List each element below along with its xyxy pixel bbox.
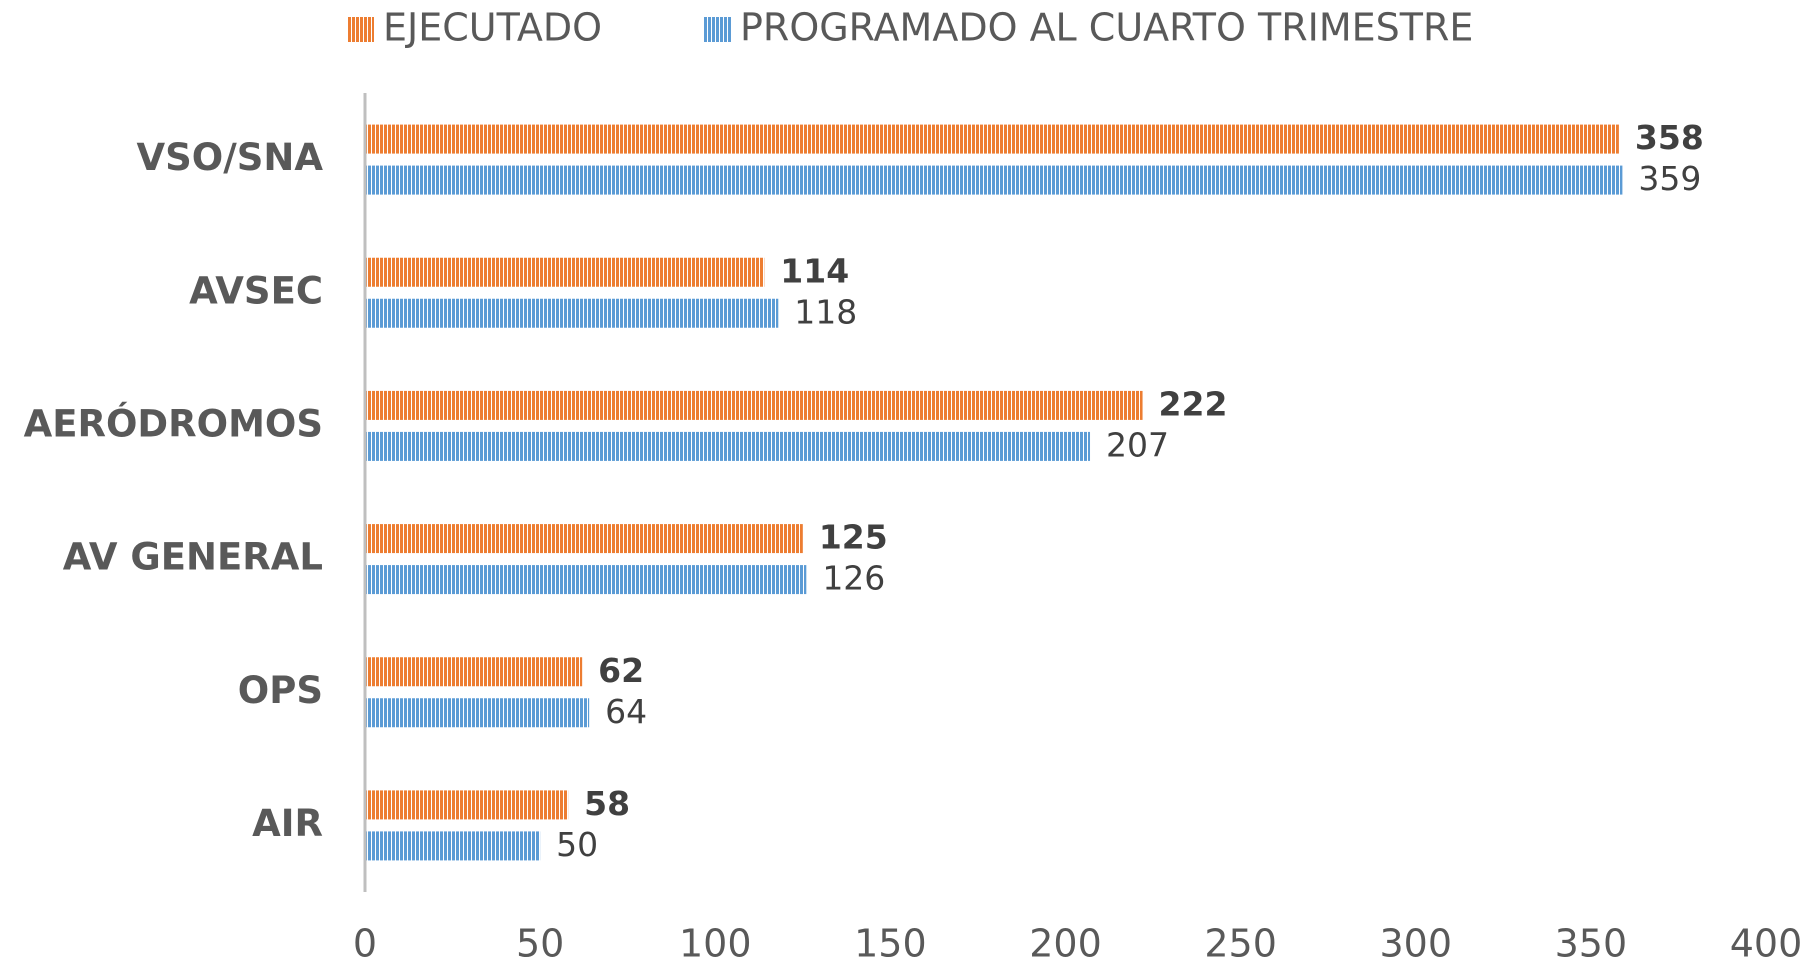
category-label: VSO/SNA xyxy=(137,136,324,179)
bar xyxy=(365,390,1143,420)
bar xyxy=(365,165,1623,195)
x-tick-label: 250 xyxy=(1204,922,1277,966)
value-label: 126 xyxy=(822,559,885,598)
category-label: AVSEC xyxy=(189,269,323,312)
legend-label: PROGRAMADO AL CUARTO TRIMESTRE xyxy=(740,6,1473,50)
bar xyxy=(365,257,765,287)
legend-swatch xyxy=(704,17,731,42)
value-label: 359 xyxy=(1638,159,1701,198)
bar xyxy=(365,524,803,554)
value-label: 50 xyxy=(556,825,598,864)
value-label: 207 xyxy=(1106,425,1169,464)
legend-swatch xyxy=(347,17,374,42)
value-label: 222 xyxy=(1159,384,1228,423)
value-label: 358 xyxy=(1635,118,1704,157)
x-tick-label: 150 xyxy=(854,922,927,966)
x-tick-label: 0 xyxy=(353,922,377,966)
bar xyxy=(365,431,1091,461)
bar xyxy=(365,831,541,861)
value-label: 62 xyxy=(598,651,644,690)
value-label: 118 xyxy=(794,292,857,331)
bar xyxy=(365,698,590,728)
x-tick-label: 200 xyxy=(1029,922,1102,966)
bar xyxy=(365,298,779,328)
category-label: OPS xyxy=(238,669,323,712)
x-tick-label: 400 xyxy=(1730,922,1803,966)
x-tick-label: 350 xyxy=(1555,922,1628,966)
bar xyxy=(365,565,807,595)
x-tick-label: 50 xyxy=(516,922,564,966)
value-label: 114 xyxy=(780,251,849,290)
bar xyxy=(365,657,583,687)
category-label: AIR xyxy=(252,802,323,845)
legend-label: EJECUTADO xyxy=(383,6,602,50)
value-label: 64 xyxy=(605,692,647,731)
value-label: 58 xyxy=(584,784,630,823)
value-label: 125 xyxy=(819,518,888,557)
bar xyxy=(365,790,569,820)
bar xyxy=(365,124,1619,154)
category-label: AV GENERAL xyxy=(63,536,323,579)
x-tick-label: 100 xyxy=(679,922,752,966)
category-label: AERÓDROMOS xyxy=(24,401,323,445)
x-tick-label: 300 xyxy=(1379,922,1452,966)
